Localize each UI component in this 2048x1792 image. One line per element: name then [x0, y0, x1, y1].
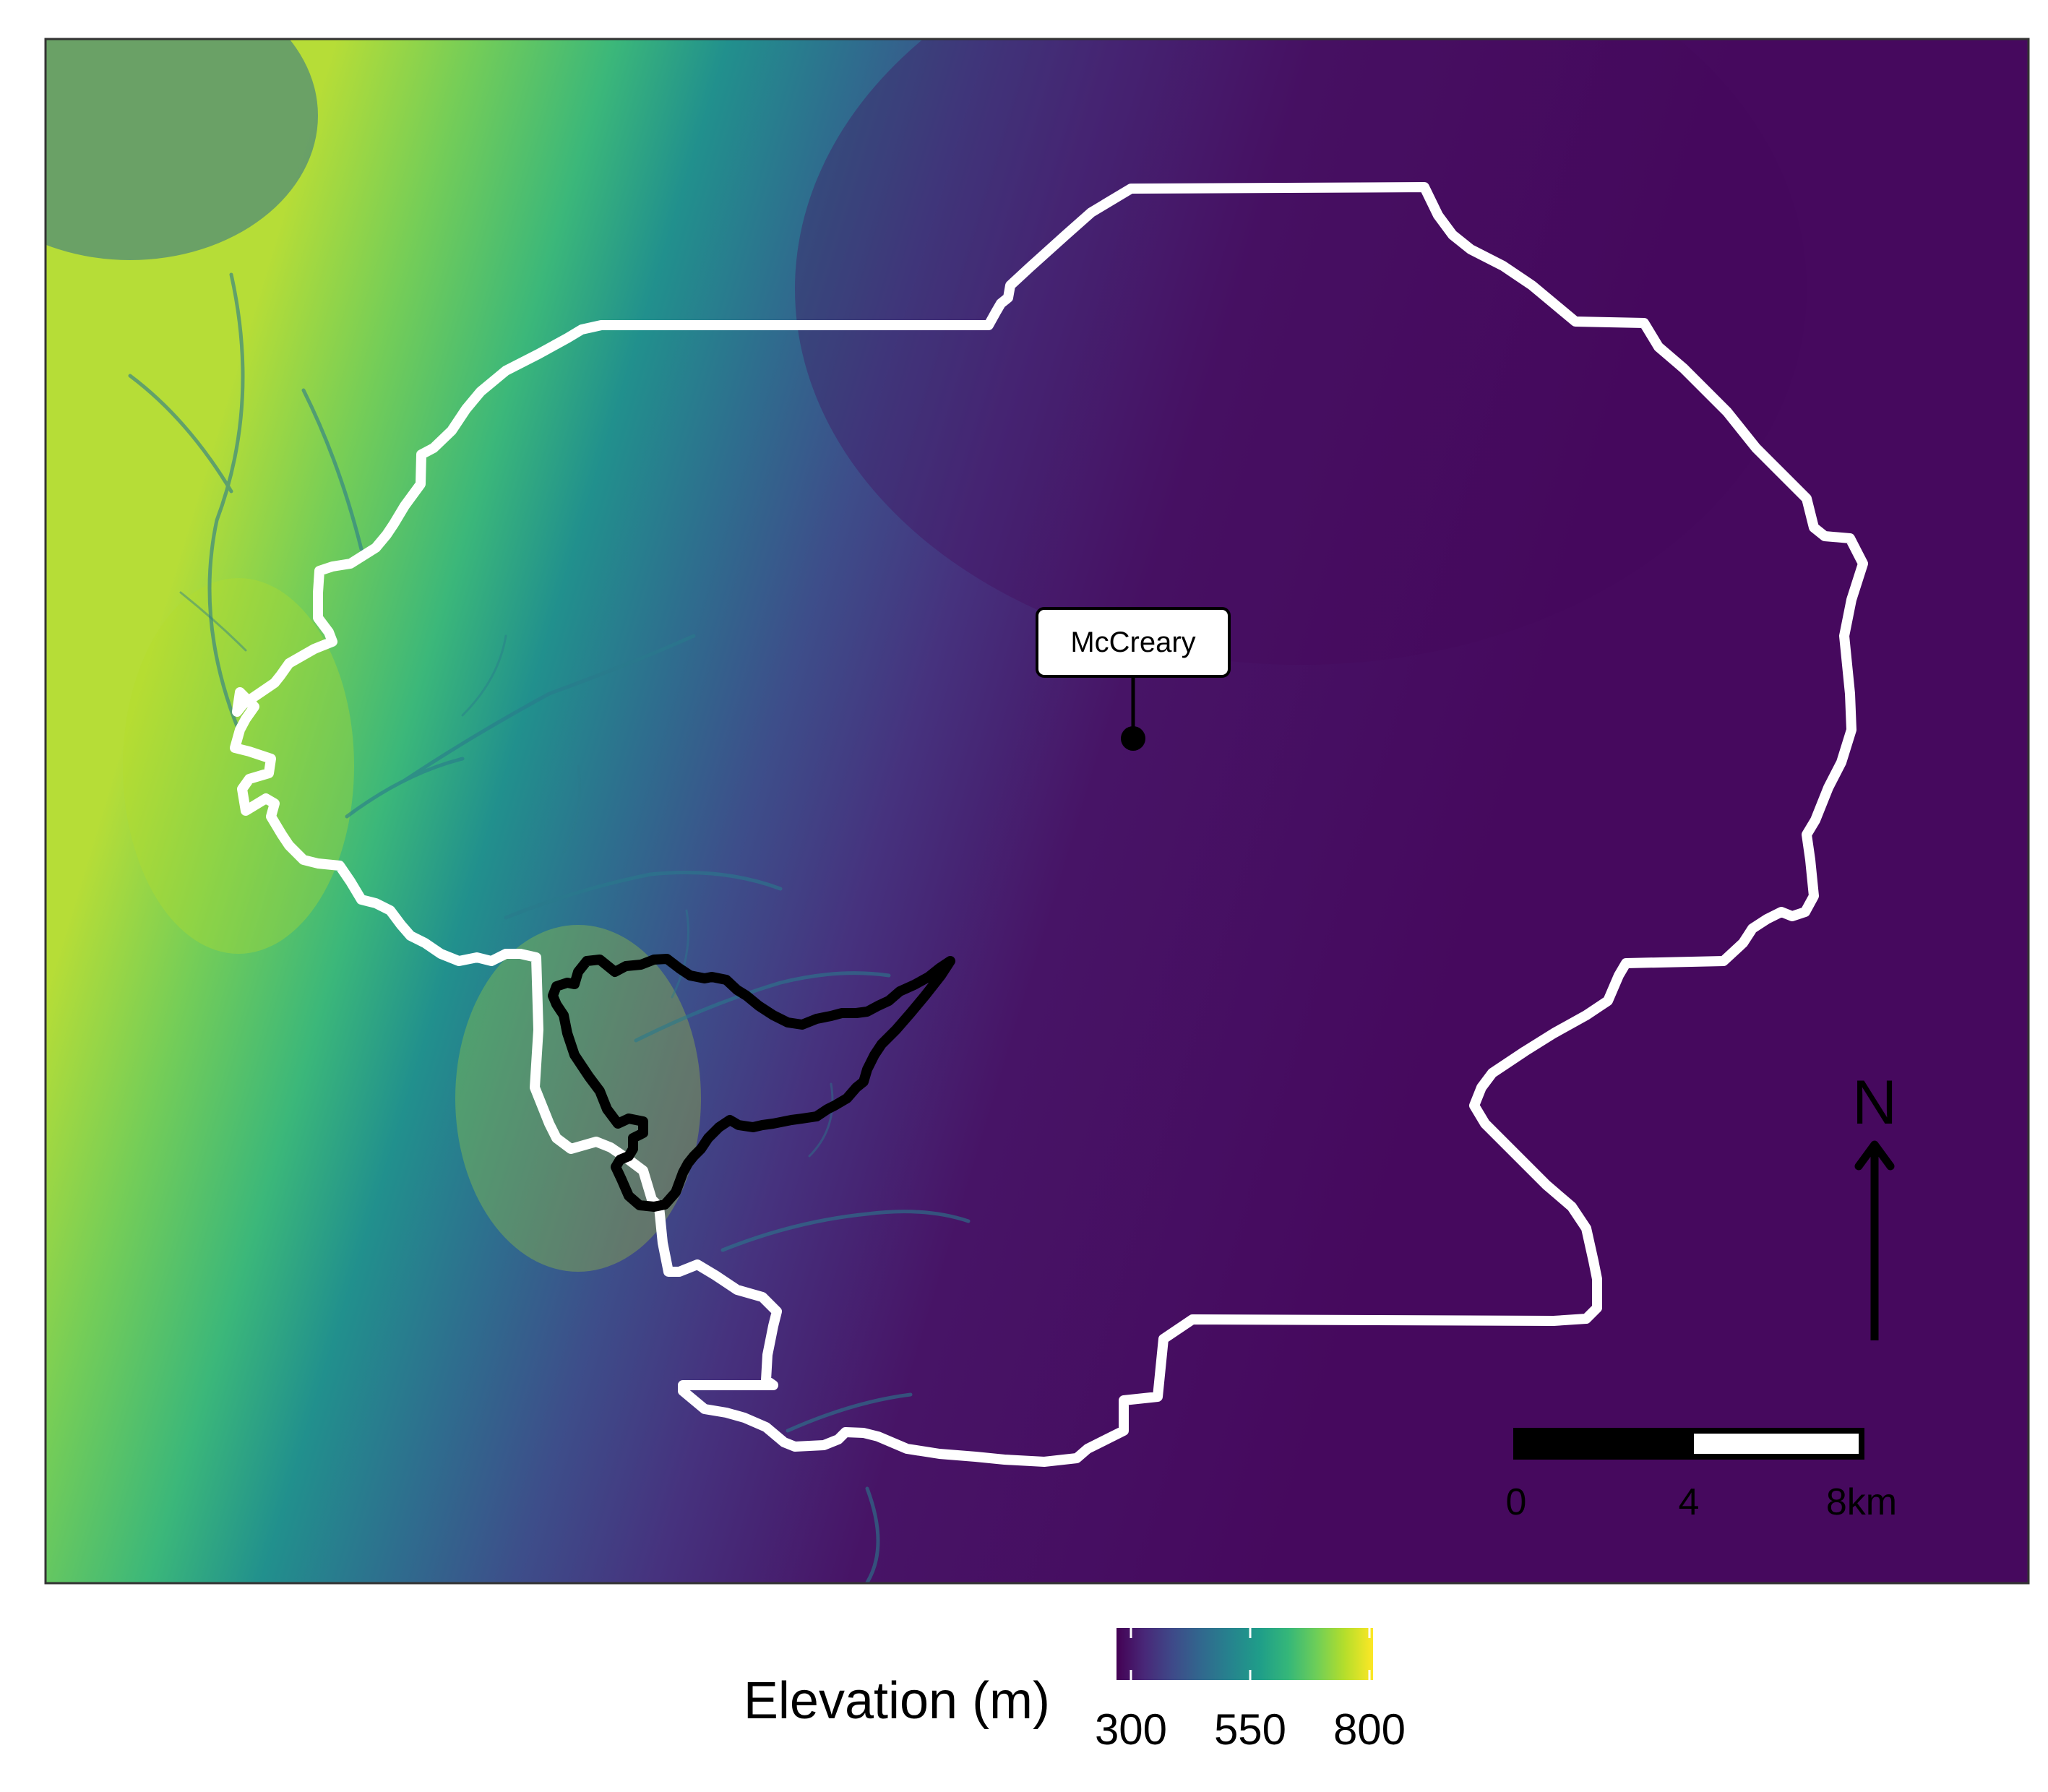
town-point: [1121, 726, 1145, 751]
scale-bar-black-segment: [1516, 1431, 1691, 1457]
panel-border: [44, 38, 2030, 1585]
scale-tick-label: 8km: [1826, 1481, 1897, 1523]
north-arrow: N: [1852, 1068, 1897, 1340]
place-label: McCreary: [1070, 626, 1195, 658]
outer-boundary: [230, 182, 1868, 1467]
scale-tick-label: 0: [1506, 1481, 1527, 1523]
scale-bar-white-segment: [1688, 1428, 1864, 1460]
scale-tick-label: 4: [1679, 1481, 1700, 1523]
elevation-legend: Elevation (m) 300 550 800: [744, 1628, 1406, 1754]
elevation-raster: [46, 39, 2028, 1583]
legend-colorbar: [1116, 1628, 1373, 1680]
legend-break-label: 550: [1214, 1705, 1286, 1754]
north-arrow-label: N: [1852, 1068, 1897, 1137]
legend-title: Elevation (m): [744, 1672, 1050, 1730]
legend-break-label: 800: [1333, 1705, 1406, 1754]
arrow-up-icon: [1854, 1140, 1895, 1171]
inner-watershed: [548, 954, 955, 1212]
place-label-box: [1036, 607, 1231, 678]
legend-break-label: 300: [1095, 1705, 1167, 1754]
place-marker-mccreary: McCreary: [1036, 607, 1231, 751]
scale-bar: 0 4 8km: [1506, 1428, 1897, 1523]
